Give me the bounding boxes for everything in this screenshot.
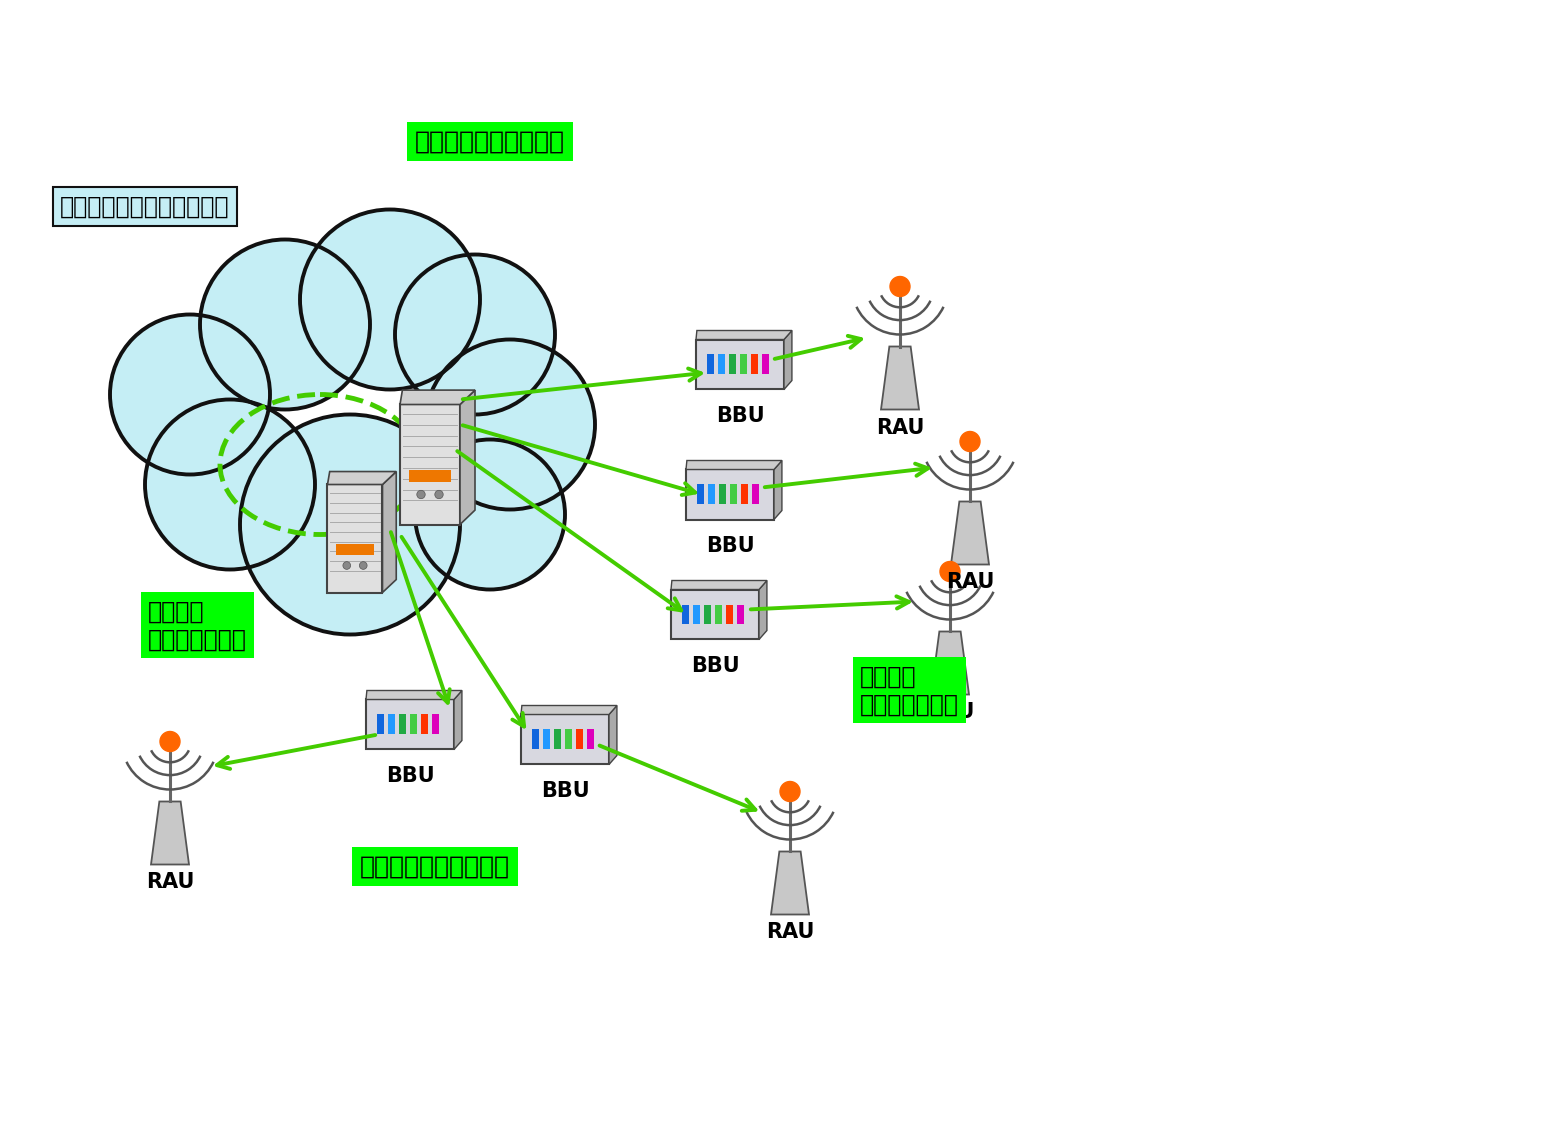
FancyBboxPatch shape (714, 605, 722, 624)
Text: RAU: RAU (926, 703, 974, 722)
Polygon shape (951, 501, 988, 565)
Text: モバイルバックホール: モバイルバックホール (360, 854, 510, 878)
FancyBboxPatch shape (575, 729, 583, 749)
Circle shape (200, 239, 369, 410)
FancyBboxPatch shape (750, 354, 759, 375)
Polygon shape (686, 460, 783, 469)
Circle shape (145, 400, 315, 570)
FancyBboxPatch shape (730, 484, 737, 505)
Circle shape (435, 490, 443, 499)
FancyBboxPatch shape (695, 339, 784, 390)
FancyBboxPatch shape (703, 605, 711, 624)
FancyBboxPatch shape (521, 714, 610, 764)
FancyBboxPatch shape (725, 605, 733, 624)
Polygon shape (784, 330, 792, 390)
FancyBboxPatch shape (327, 484, 382, 592)
Text: RAU: RAU (946, 573, 995, 592)
FancyBboxPatch shape (388, 714, 396, 735)
FancyBboxPatch shape (670, 590, 759, 639)
Text: モバイルバックホール: モバイルバックホール (415, 130, 564, 154)
FancyBboxPatch shape (686, 469, 773, 519)
FancyBboxPatch shape (543, 729, 550, 749)
Polygon shape (759, 581, 767, 639)
Polygon shape (881, 346, 918, 410)
Circle shape (111, 314, 270, 475)
Text: モバイル
フロントホール: モバイル フロントホール (861, 664, 959, 716)
Circle shape (394, 254, 555, 415)
FancyBboxPatch shape (706, 354, 714, 375)
FancyBboxPatch shape (421, 714, 429, 735)
FancyBboxPatch shape (377, 714, 385, 735)
Polygon shape (366, 690, 461, 699)
FancyBboxPatch shape (335, 544, 374, 555)
FancyBboxPatch shape (366, 699, 454, 749)
Circle shape (299, 210, 480, 390)
FancyBboxPatch shape (739, 354, 747, 375)
Polygon shape (931, 631, 970, 695)
FancyBboxPatch shape (532, 729, 539, 749)
Text: BBU: BBU (706, 536, 755, 557)
Polygon shape (670, 581, 767, 590)
FancyBboxPatch shape (751, 484, 759, 505)
Polygon shape (401, 390, 475, 404)
Circle shape (415, 440, 564, 590)
Circle shape (343, 562, 351, 570)
Circle shape (426, 339, 596, 509)
FancyBboxPatch shape (736, 605, 745, 624)
FancyBboxPatch shape (410, 714, 418, 735)
Text: RAU: RAU (765, 923, 814, 942)
Text: モバイル
フロントホール: モバイル フロントホール (148, 599, 246, 652)
FancyBboxPatch shape (408, 470, 451, 483)
Polygon shape (151, 802, 189, 865)
Text: BBU: BBU (385, 767, 435, 787)
Circle shape (240, 415, 460, 634)
FancyBboxPatch shape (692, 605, 700, 624)
Text: BBU: BBU (716, 407, 764, 426)
Polygon shape (772, 852, 809, 915)
Text: フォトニックネットワーク: フォトニックネットワーク (59, 195, 229, 219)
Polygon shape (454, 690, 461, 749)
FancyBboxPatch shape (399, 714, 407, 735)
Polygon shape (695, 330, 792, 339)
Polygon shape (460, 390, 475, 524)
Text: BBU: BBU (691, 656, 739, 677)
Polygon shape (382, 472, 396, 592)
Text: RAU: RAU (876, 418, 924, 437)
FancyBboxPatch shape (697, 484, 705, 505)
Text: RAU: RAU (147, 872, 195, 893)
FancyBboxPatch shape (586, 729, 594, 749)
Polygon shape (521, 705, 617, 714)
FancyBboxPatch shape (564, 729, 572, 749)
FancyBboxPatch shape (719, 484, 726, 505)
FancyBboxPatch shape (741, 484, 748, 505)
Circle shape (960, 432, 981, 451)
Circle shape (890, 277, 910, 296)
Circle shape (940, 562, 960, 582)
Text: BBU: BBU (541, 781, 589, 802)
FancyBboxPatch shape (432, 714, 440, 735)
Polygon shape (327, 472, 396, 484)
FancyBboxPatch shape (717, 354, 725, 375)
FancyBboxPatch shape (681, 605, 689, 624)
FancyBboxPatch shape (708, 484, 716, 505)
FancyBboxPatch shape (553, 729, 561, 749)
Polygon shape (610, 705, 617, 764)
FancyBboxPatch shape (761, 354, 770, 375)
Circle shape (161, 731, 179, 752)
FancyBboxPatch shape (728, 354, 736, 375)
FancyBboxPatch shape (401, 404, 460, 524)
Circle shape (780, 781, 800, 802)
Circle shape (360, 562, 366, 570)
Polygon shape (773, 460, 783, 519)
Circle shape (416, 490, 426, 499)
